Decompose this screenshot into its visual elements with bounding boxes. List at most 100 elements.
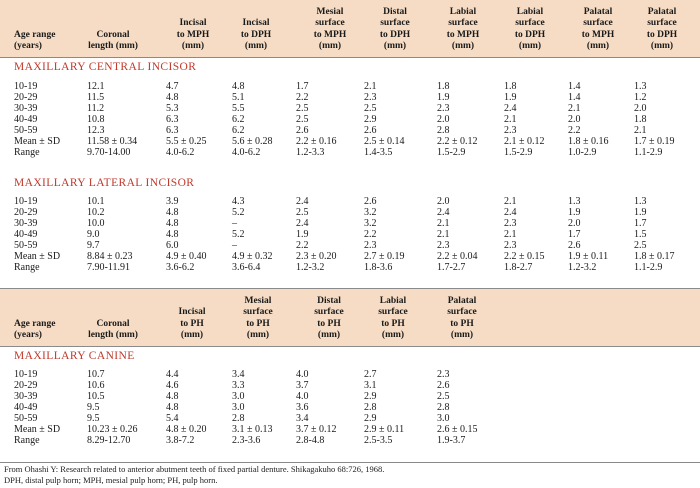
- table-cell: 6.2: [232, 114, 245, 125]
- table-cell: 3.3: [232, 380, 245, 391]
- table1-header-8: Palatal surface to MPH (mm): [581, 6, 615, 52]
- table-cell: 1.8: [634, 114, 647, 125]
- row-label: Range: [14, 435, 40, 446]
- row-label: 50-59: [14, 240, 38, 251]
- table-cell: 2.1: [568, 103, 581, 114]
- table-cell: 2.2 ± 0.16: [296, 136, 337, 147]
- table-cell: 1.4: [568, 81, 581, 92]
- table-cell: 2.0: [437, 196, 450, 207]
- table-cell: 2.8: [232, 413, 245, 424]
- table-cell: 2.3: [504, 240, 517, 251]
- table-cell: 1.8: [437, 81, 450, 92]
- table-cell: 1.1-2.9: [634, 147, 663, 158]
- table-cell: 5.5 ± 0.25: [166, 136, 207, 147]
- table-cell: 9.5: [87, 402, 100, 413]
- table1-header-5: Distal surface to DPH (mm): [379, 6, 411, 52]
- table-cell: 3.0: [437, 413, 450, 424]
- table-cell: 10.1: [87, 196, 105, 207]
- table-cell: 3.1 ± 0.13: [232, 424, 273, 435]
- table2-header-5: Labial surface to PH (mm): [378, 295, 408, 341]
- table-cell: 2.4: [504, 103, 517, 114]
- table-cell: 11.5: [87, 92, 105, 103]
- table-cell: 2.3-3.6: [232, 435, 261, 446]
- table-row: Range 9.70-14.00 4.0-6.2 4.0-6.2 1.2-3.3 1.4-…: [0, 147, 700, 158]
- table2-header-2: Incisal to PH (mm): [178, 307, 206, 341]
- table2-header-0: Age range (years): [14, 318, 56, 341]
- table-cell: 2.4: [296, 218, 309, 229]
- row-label: 10-19: [14, 369, 38, 380]
- table-cell: 2.3: [504, 218, 517, 229]
- table-cell: 3.7: [296, 380, 309, 391]
- table-row: Range 8.29-12.70 3.8-7.2 2.3-3.6 2.8-4.8 2.5-…: [0, 435, 700, 446]
- table-cell: 1.4-3.5: [364, 147, 393, 158]
- table-cell: 5.6 ± 0.28: [232, 136, 273, 147]
- row-label: Range: [14, 147, 40, 158]
- table-cell: 2.3: [437, 369, 450, 380]
- table1-header-9: Palatal surface to DPH (mm): [646, 6, 678, 52]
- table-row: 30-39 11.2 5.3 5.5 2.5 2.5 2.3 2.4 2.1 2.0: [0, 103, 700, 114]
- row-label: 20-29: [14, 380, 38, 391]
- table2-header-6: Palatal surface to PH (mm): [447, 295, 477, 341]
- table-cell: 4.8: [166, 391, 179, 402]
- row-label: 20-29: [14, 92, 38, 103]
- table-cell: 2.2: [364, 229, 377, 240]
- table-cell: 2.0: [568, 114, 581, 125]
- table-cell: 1.2-3.2: [296, 262, 325, 273]
- table-cell: 2.6: [296, 125, 309, 136]
- table-cell: 10.8: [87, 114, 105, 125]
- table-cell: 1.5-2.9: [437, 147, 466, 158]
- table-row: 20-29 10.6 4.6 3.3 3.7 3.1 2.6: [0, 380, 700, 391]
- table-cell: 2.6: [568, 240, 581, 251]
- table-cell: 1.7: [296, 81, 309, 92]
- table-cell: 1.0-2.9: [568, 147, 597, 158]
- table-cell: 2.5: [364, 103, 377, 114]
- table-cell: 7.90-11.91: [87, 262, 130, 273]
- table-cell: 2.3 ± 0.20: [296, 251, 337, 262]
- footnote-abbreviations: DPH, distal pulp horn; MPH, mesial pulp …: [4, 475, 218, 485]
- row-label: 50-59: [14, 413, 38, 424]
- table-cell: 2.3: [437, 103, 450, 114]
- table2-header-1: Coronal length (mm): [88, 318, 138, 341]
- table-cell: 2.4: [504, 207, 517, 218]
- table-cell: 10.6: [87, 380, 105, 391]
- table-cell: 2.5-3.5: [364, 435, 393, 446]
- table-cell: 3.4: [232, 369, 245, 380]
- table-cell: 2.3: [437, 240, 450, 251]
- row-label: 10-19: [14, 81, 38, 92]
- table-cell: 4.8: [166, 218, 179, 229]
- table-cell: 1.5: [634, 229, 647, 240]
- table-cell: 6.0: [166, 240, 179, 251]
- table-cell: 2.2: [296, 92, 309, 103]
- table-cell: 1.7-2.7: [437, 262, 466, 273]
- table-cell: 6.3: [166, 114, 179, 125]
- table-cell: 12.3: [87, 125, 105, 136]
- table-cell: 2.5: [296, 114, 309, 125]
- row-label: 40-49: [14, 229, 38, 240]
- table-cell: 10.0: [87, 218, 105, 229]
- table-cell: 2.0: [634, 103, 647, 114]
- table-cell: 5.3: [166, 103, 179, 114]
- table-cell: 1.7: [568, 229, 581, 240]
- table-cell: 2.9: [364, 391, 377, 402]
- table-cell: 10.23 ± 0.26: [87, 424, 138, 435]
- table2-header-rule: [0, 346, 700, 347]
- table-row: 40-49 9.5 4.8 3.0 3.6 2.8 2.8: [0, 402, 700, 413]
- table-row: Mean ± SD 11.58 ± 0.34 5.5 ± 0.25 5.6 ± 0.2…: [0, 136, 700, 147]
- table-cell: 1.3: [634, 81, 647, 92]
- table-cell: –: [232, 218, 237, 229]
- table-cell: 2.2 ± 0.15: [504, 251, 545, 262]
- row-label: 50-59: [14, 125, 38, 136]
- table-cell: 2.5: [296, 103, 309, 114]
- row-label: Mean ± SD: [14, 136, 61, 147]
- table-cell: 1.5-2.9: [504, 147, 533, 158]
- table-cell: 2.8: [437, 125, 450, 136]
- table-cell: 6.3: [166, 125, 179, 136]
- table-cell: 5.2: [232, 207, 245, 218]
- table-cell: 2.6: [364, 196, 377, 207]
- table-cell: 8.84 ± 0.23: [87, 251, 133, 262]
- table-cell: 1.8 ± 0.17: [634, 251, 675, 262]
- table-cell: 12.1: [87, 81, 105, 92]
- table1-header-band: [0, 0, 700, 57]
- table-cell: 4.8: [232, 81, 245, 92]
- table1-header-1: Coronal length (mm): [88, 29, 138, 52]
